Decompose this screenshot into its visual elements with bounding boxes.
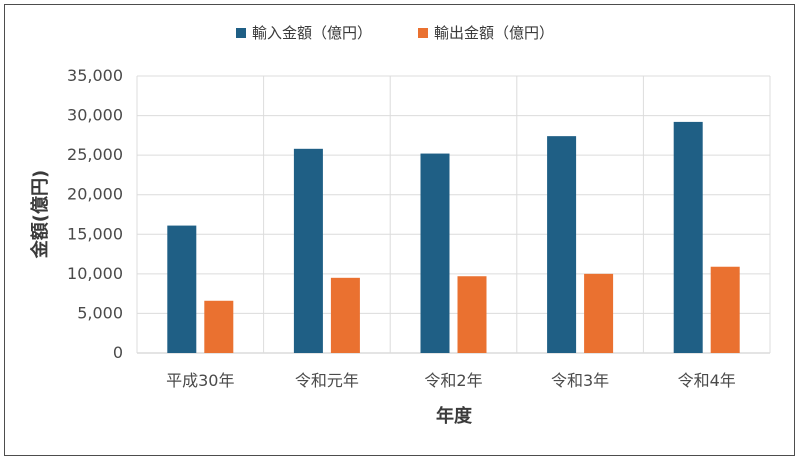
grid-lines bbox=[136, 75, 771, 354]
bar-import bbox=[547, 136, 577, 353]
x-axis-ticks: 平成30年 令和元年 令和2年 令和3年 令和4年 bbox=[166, 371, 736, 390]
bar-import bbox=[673, 121, 703, 353]
legend-swatch bbox=[418, 28, 428, 38]
x-tick-label: 令和2年 bbox=[424, 371, 482, 390]
y-tick-label: 20,000 bbox=[67, 185, 123, 204]
y-tick-label: 30,000 bbox=[67, 106, 123, 125]
y-tick-label: 15,000 bbox=[67, 224, 123, 243]
bar-import bbox=[167, 225, 197, 353]
bar-export bbox=[204, 300, 234, 353]
legend-label: 輸出金額（億円） bbox=[434, 24, 554, 42]
x-tick-label: 令和元年 bbox=[295, 371, 359, 390]
x-tick-label: 令和3年 bbox=[551, 371, 609, 390]
bar-export bbox=[330, 277, 360, 353]
x-axis-title: 年度 bbox=[436, 405, 473, 427]
x-tick-label: 平成30年 bbox=[166, 371, 234, 390]
legend-swatch bbox=[236, 28, 246, 38]
bar-export bbox=[710, 266, 740, 353]
y-tick-label: 35,000 bbox=[67, 66, 123, 85]
bar-export bbox=[457, 276, 487, 353]
bar-import bbox=[420, 153, 450, 353]
y-tick-label: 25,000 bbox=[67, 145, 123, 164]
bar-export bbox=[584, 273, 614, 353]
y-axis-ticks: 0 5,000 10,000 15,000 20,000 25,000 30,000 35,0… bbox=[67, 66, 123, 362]
y-tick-label: 10,000 bbox=[67, 264, 123, 283]
y-axis-title: 金額(億円) bbox=[29, 170, 51, 259]
y-tick-label: 0 bbox=[113, 343, 123, 362]
bar-import bbox=[293, 148, 323, 353]
legend: 輸入金額（億円） 輸出金額（億円） bbox=[236, 24, 554, 42]
legend-label: 輸入金額（億円） bbox=[252, 24, 372, 42]
x-tick-label: 令和4年 bbox=[678, 371, 736, 390]
chart-frame bbox=[4, 4, 795, 456]
y-tick-label: 5,000 bbox=[77, 303, 123, 322]
bar-marks bbox=[167, 121, 740, 353]
